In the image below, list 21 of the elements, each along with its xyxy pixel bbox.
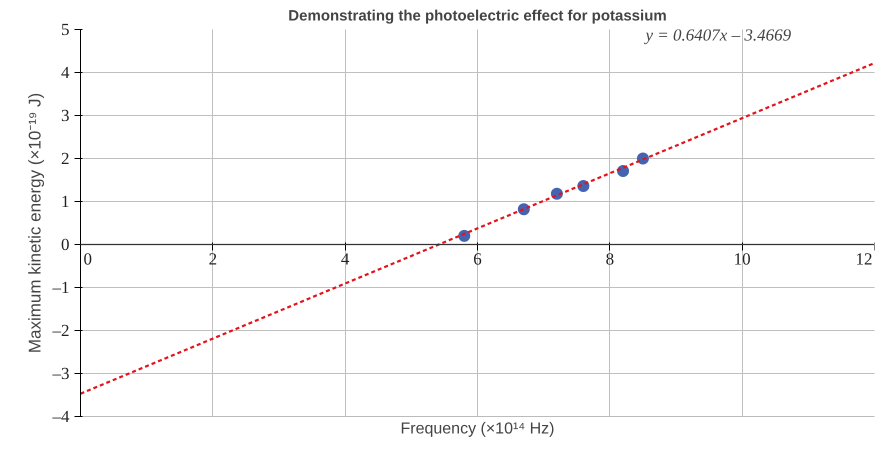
- y-tick-label: –3: [52, 364, 70, 383]
- x-axis-title: Frequency (×10¹⁴ Hz): [400, 420, 555, 438]
- chart-title: Demonstrating the photoelectric effect for potassium: [288, 8, 667, 24]
- y-axis-title: Maximum kinetic energy (×10⁻¹⁹ J): [26, 92, 44, 354]
- y-tick-label: –1: [52, 278, 70, 297]
- x-tick-label: 8: [606, 250, 614, 268]
- y-tick-label: 4: [61, 63, 70, 82]
- y-tick-label: 0: [61, 235, 70, 254]
- x-tick-label: 6: [473, 250, 482, 268]
- x-tick-label: 2: [208, 250, 218, 268]
- y-tick-label: 3: [61, 106, 70, 125]
- y-tick-label: 1: [61, 192, 70, 211]
- y-tick-label: –2: [52, 321, 70, 340]
- y-tick-label: 2: [61, 149, 70, 168]
- y-tick-label: –4: [52, 407, 70, 426]
- x-tick-label: 0: [84, 250, 92, 268]
- x-tick-label: 12: [856, 250, 872, 268]
- x-tick-label: 4: [340, 250, 350, 268]
- annotation: y = 0.6407x – 3.4669: [644, 26, 792, 44]
- y-tick-label: 5: [61, 20, 70, 39]
- x-tick-label: 10: [734, 250, 751, 268]
